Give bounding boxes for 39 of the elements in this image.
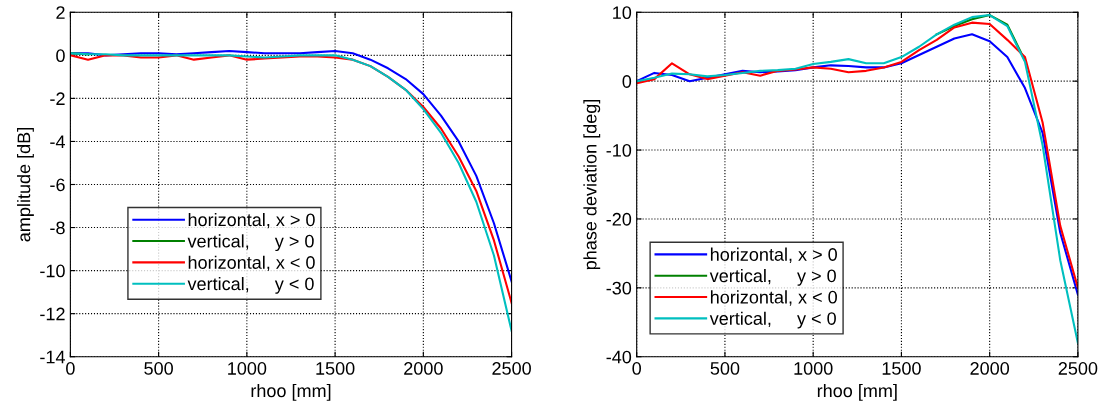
y-axis-title: phase deviation [deg]: [583, 99, 601, 270]
x-tick-label: 1000: [794, 362, 833, 375]
y-tick-label: 2: [56, 6, 65, 19]
legend-label: vertical, y < 0: [709, 311, 836, 329]
y-tick-label: 0: [56, 49, 65, 63]
x-axis-title: rhoo [mm]: [251, 383, 331, 401]
y-tick-label: -40: [606, 350, 632, 364]
x-tick-label: 0: [632, 362, 642, 375]
x-tick-label: 2000: [970, 362, 1010, 375]
x-tick-label: 1500: [316, 362, 355, 375]
x-tick-label: 2000: [404, 362, 443, 375]
x-tick-label: 0: [66, 362, 75, 375]
x-tick-label: 500: [710, 362, 740, 375]
y-tick-label: -2: [50, 92, 65, 105]
legend-label: vertical, y > 0: [187, 234, 314, 252]
legend-label: horizontal, x < 0: [188, 255, 315, 272]
y-tick-label: -10: [606, 143, 632, 157]
legend-label: horizontal, x < 0: [710, 290, 837, 306]
legend-label: vertical, y < 0: [187, 276, 314, 294]
x-axis-title: rhoo [mm]: [817, 383, 897, 401]
x-tick-label: 2500: [1058, 362, 1098, 375]
y-tick-label: 10: [613, 6, 632, 20]
x-tick-label: 1500: [882, 362, 921, 375]
y-tick-label: -14: [40, 350, 65, 364]
legend-label: vertical, y > 0: [709, 268, 836, 286]
y-tick-label: -20: [606, 212, 632, 226]
y-tick-label: -30: [606, 281, 632, 295]
x-tick-label: 2500: [492, 362, 531, 375]
x-tick-label: 1000: [228, 362, 267, 375]
y-tick-label: -6: [50, 178, 65, 192]
y-axis-title: amplitude [dB]: [17, 128, 34, 242]
y-tick-label: -4: [50, 135, 65, 148]
y-tick-label: 0: [622, 75, 632, 88]
y-tick-label: -8: [50, 221, 65, 235]
y-tick-label: -10: [40, 264, 65, 278]
legend-label: horizontal, x > 0: [188, 212, 315, 229]
legend-label: horizontal, x > 0: [710, 247, 837, 264]
y-tick-label: -12: [40, 307, 65, 321]
x-tick-label: 500: [144, 362, 173, 375]
